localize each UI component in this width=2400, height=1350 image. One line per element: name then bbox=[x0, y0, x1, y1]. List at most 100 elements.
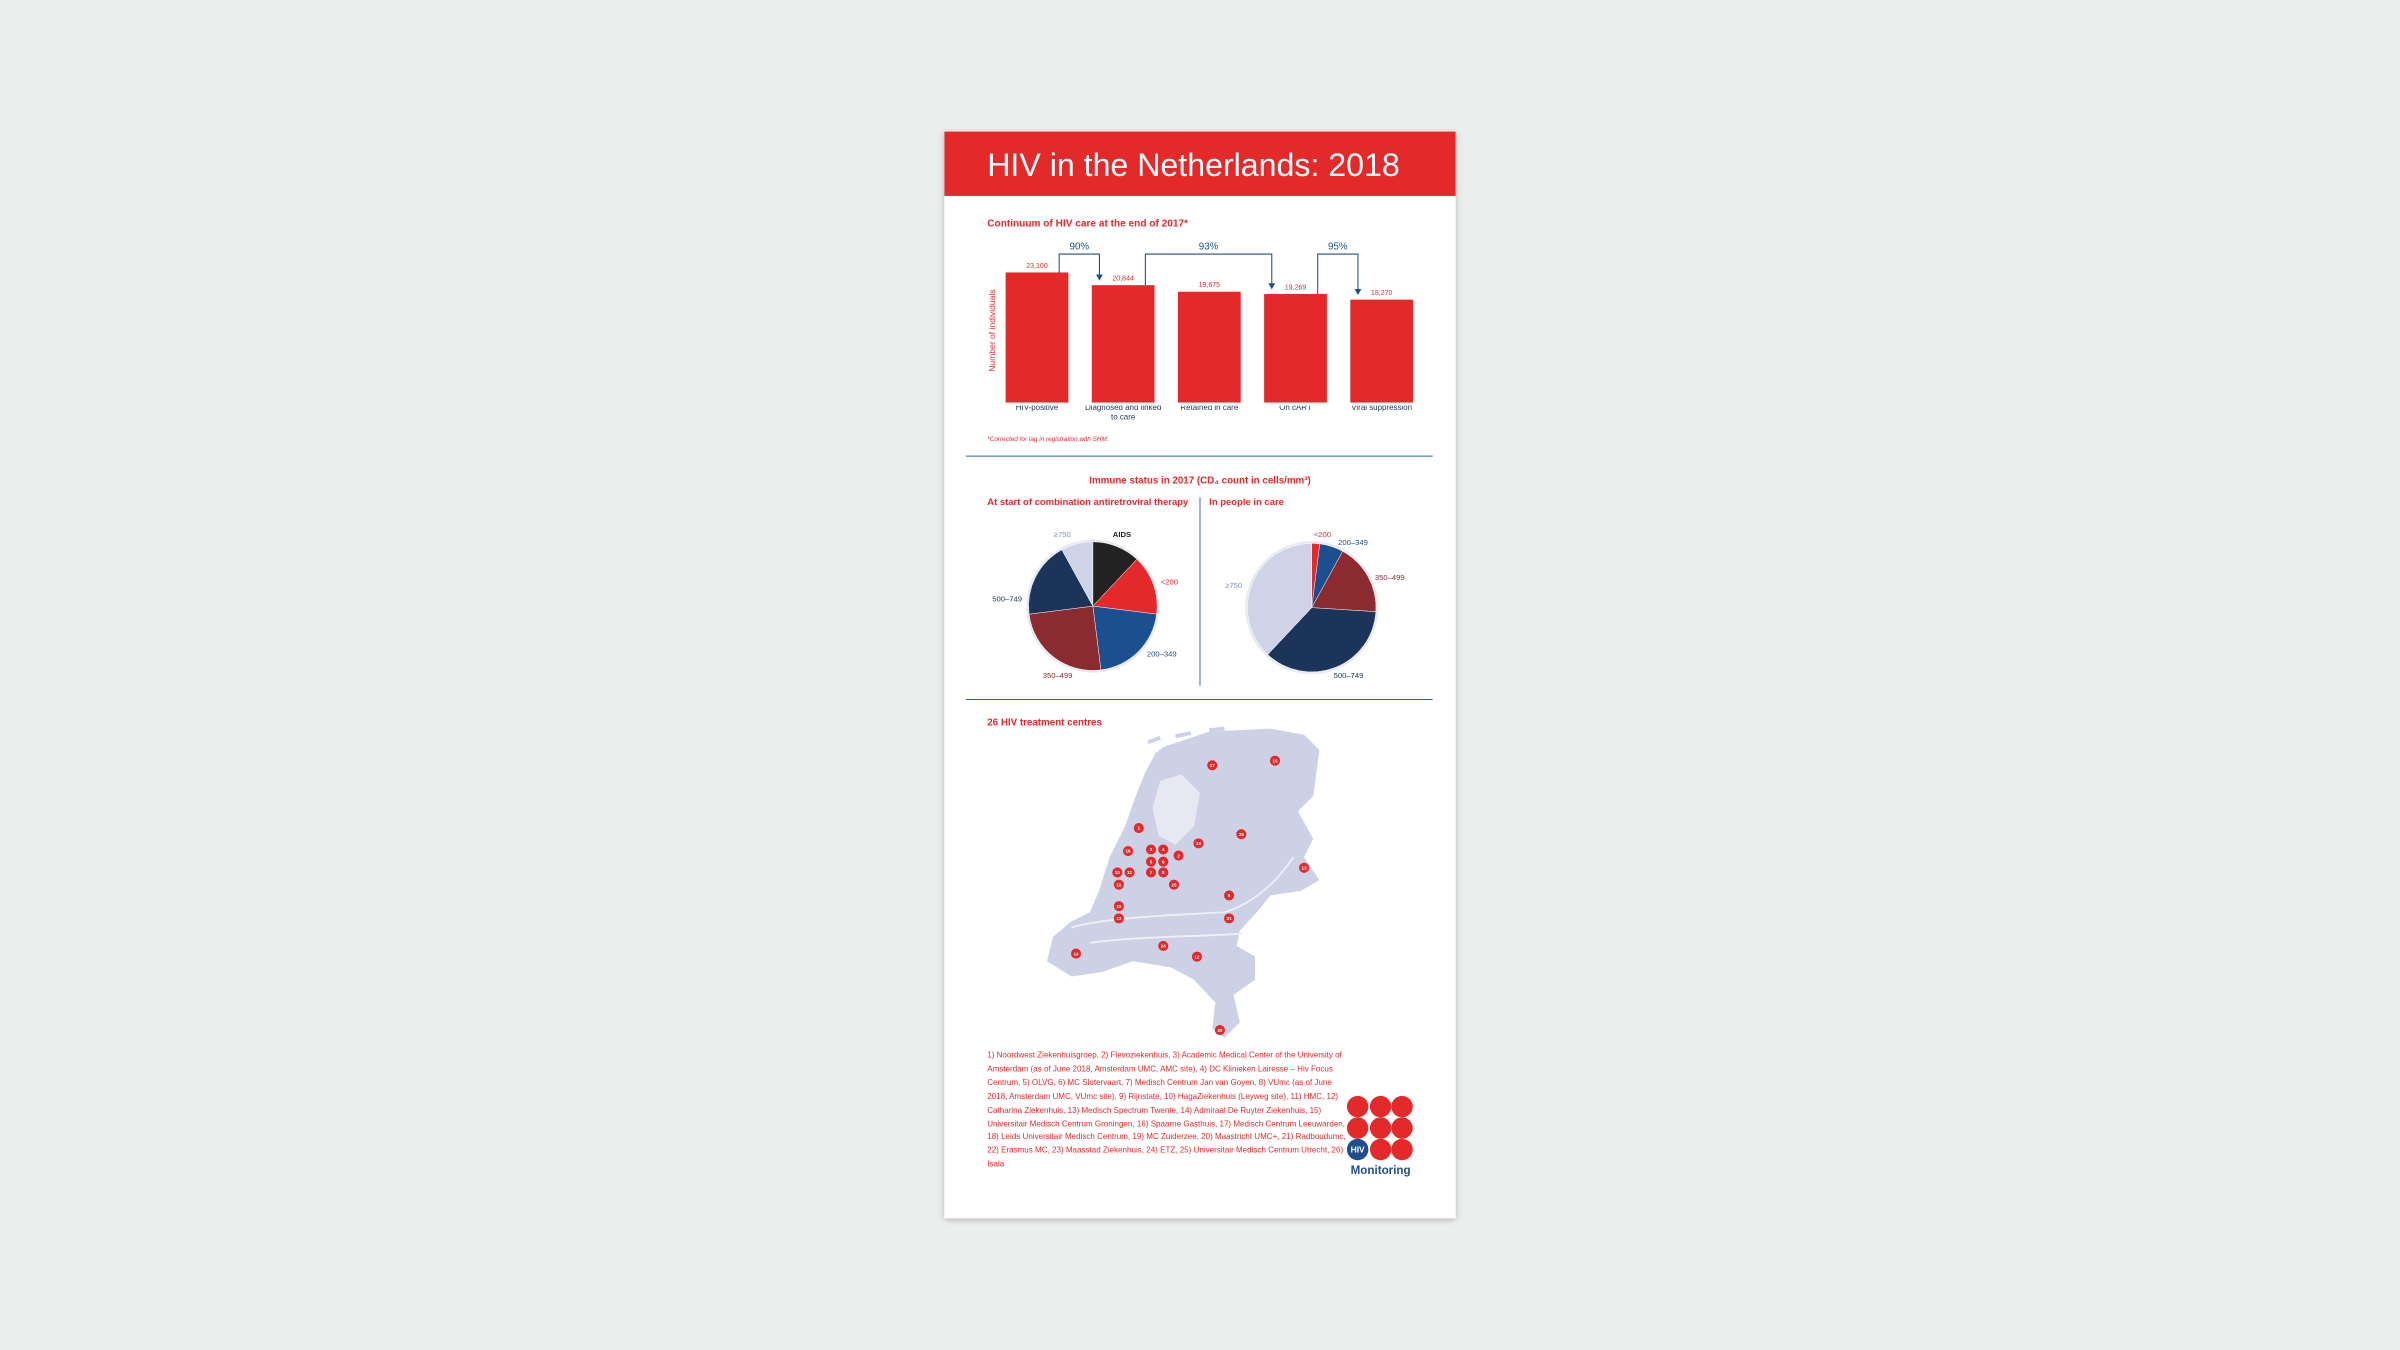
centres-list-box: 1) Noordwest Ziekenhuisgroep, 2) Flevozi… bbox=[987, 1051, 1346, 1170]
map-marker bbox=[1207, 760, 1218, 771]
x-tick-label: HIV-positive bbox=[1015, 405, 1059, 414]
marker-label: 3 bbox=[1150, 847, 1153, 852]
map-country bbox=[1046, 728, 1320, 1038]
pie-slice bbox=[1061, 541, 1094, 607]
annotation-label: 90% bbox=[1070, 241, 1090, 252]
marker-label: 17 bbox=[1210, 763, 1216, 768]
legend-label: ≥750 bbox=[1054, 530, 1071, 539]
x-tick-label-box: Diagnosed and linked to care bbox=[1084, 405, 1162, 422]
map-marker bbox=[1173, 850, 1184, 861]
logo-dot bbox=[1391, 1138, 1413, 1161]
map-marker bbox=[1158, 856, 1169, 867]
logo-dot bbox=[1369, 1117, 1392, 1139]
pie-title-box: In people in care bbox=[1209, 497, 1284, 508]
legend-label: 500–749 bbox=[1334, 671, 1364, 680]
title: HIV in the Netherlands: 2018 bbox=[987, 147, 1400, 183]
legend-label: 350–499 bbox=[1375, 573, 1405, 582]
marker-label: 21 bbox=[1227, 916, 1233, 921]
value-label: 19,269 bbox=[1285, 284, 1307, 291]
map-marker bbox=[1299, 862, 1310, 873]
x-tick-label: On cART bbox=[1279, 405, 1312, 414]
legend-label: AIDS bbox=[1113, 530, 1131, 539]
bracket bbox=[1058, 253, 1100, 276]
arrowhead bbox=[1096, 274, 1103, 281]
logo-dot bbox=[1346, 1095, 1369, 1118]
map-marker bbox=[1113, 901, 1124, 912]
map-marker bbox=[1193, 838, 1204, 849]
pie-slice bbox=[1028, 605, 1102, 671]
x-tick-label-box: On cART bbox=[1279, 405, 1312, 414]
map-marker bbox=[1145, 844, 1157, 855]
legend-label: <200 bbox=[1161, 578, 1178, 587]
map-marker bbox=[1112, 867, 1123, 878]
marker-label: 4 bbox=[1162, 847, 1165, 852]
pie-slice bbox=[1267, 607, 1377, 673]
logo-dot bbox=[1391, 1117, 1413, 1139]
map-marker bbox=[1158, 867, 1169, 878]
section-title: Immune status in 2017 (CD₄ count in cell… bbox=[1089, 476, 1311, 487]
map-marker bbox=[1224, 913, 1235, 924]
logo-dot bbox=[1369, 1095, 1392, 1118]
marker-label: 1 bbox=[1138, 826, 1141, 831]
section-title: 26 HIV treatment centres bbox=[987, 718, 1102, 729]
map-marker bbox=[1214, 1025, 1225, 1036]
x-tick-label-box: Viral suppression bbox=[1351, 405, 1413, 414]
map-marker bbox=[1191, 951, 1202, 962]
bracket bbox=[1144, 253, 1273, 286]
logo: HIV Monitoring bbox=[1346, 1095, 1413, 1177]
bar bbox=[1350, 299, 1414, 403]
marker-label: 8 bbox=[1162, 870, 1165, 875]
centres-list: 1) Noordwest Ziekenhuisgroep, 2) Flevozi… bbox=[987, 1051, 1346, 1170]
y-axis-label: Number of individuals bbox=[987, 289, 997, 371]
x-tick-label: Diagnosed and linked to care bbox=[1084, 405, 1162, 422]
marker-label: 26 bbox=[1239, 832, 1245, 837]
value-label: 20,844 bbox=[1112, 276, 1134, 283]
map bbox=[1046, 726, 1320, 1038]
marker-label: 18 bbox=[1116, 882, 1122, 887]
pie-title-box: At start of combination antiretroviral t… bbox=[987, 497, 1188, 508]
marker-label: 24 bbox=[1161, 944, 1167, 949]
map-marker bbox=[1113, 913, 1124, 924]
pie-slice bbox=[1311, 551, 1377, 612]
map-marker bbox=[1224, 890, 1235, 901]
bracket bbox=[1317, 253, 1359, 295]
x-tick-label: Retained in care bbox=[1180, 405, 1239, 414]
legend-label: <200 bbox=[1314, 530, 1331, 539]
marker-label: 13 bbox=[1302, 866, 1308, 871]
marker-label: 10 bbox=[1115, 870, 1121, 875]
marker-label: 9 bbox=[1228, 893, 1231, 898]
x-tick-label: Viral suppression bbox=[1351, 405, 1413, 414]
marker-label: 20 bbox=[1217, 1028, 1223, 1033]
x-tick-label-box: Retained in care bbox=[1180, 405, 1239, 414]
footnote: *Corrected for lag in registration with … bbox=[987, 436, 1108, 443]
map-islands bbox=[1147, 726, 1225, 745]
marker-label: 7 bbox=[1150, 870, 1153, 875]
marker-label: 23 bbox=[1116, 916, 1122, 921]
pie-slice bbox=[1092, 558, 1158, 615]
marker-label: 15 bbox=[1272, 758, 1278, 763]
legend-label: 200–349 bbox=[1338, 538, 1368, 547]
map-rivers bbox=[1071, 856, 1295, 944]
bar bbox=[1264, 294, 1327, 403]
legend-label: 200–349 bbox=[1147, 650, 1177, 659]
map-marker bbox=[1124, 867, 1135, 878]
legend-label: 350–499 bbox=[1043, 671, 1073, 680]
map-marker bbox=[1168, 879, 1180, 890]
value-label: 19,675 bbox=[1199, 282, 1221, 289]
legend-label: 500–749 bbox=[992, 595, 1022, 604]
marker-label: 5 bbox=[1150, 859, 1153, 864]
logo-dot bbox=[1369, 1138, 1392, 1161]
marker-label: 22 bbox=[1116, 904, 1122, 909]
map-lake bbox=[1152, 774, 1200, 845]
map-marker bbox=[1269, 755, 1281, 766]
logo-mark: HIV bbox=[1351, 1145, 1365, 1155]
marker-label: 12 bbox=[1194, 954, 1200, 959]
section-title: Continuum of HIV care at the end of 2017… bbox=[987, 219, 1188, 230]
x-tick-label-box: HIV-positive bbox=[1015, 405, 1059, 414]
marker-label: 6 bbox=[1162, 859, 1165, 864]
annotation-label: 93% bbox=[1199, 241, 1219, 252]
value-label: 23,100 bbox=[1026, 263, 1048, 270]
pie-slice bbox=[1092, 605, 1157, 671]
marker-label: 25 bbox=[1171, 882, 1177, 887]
